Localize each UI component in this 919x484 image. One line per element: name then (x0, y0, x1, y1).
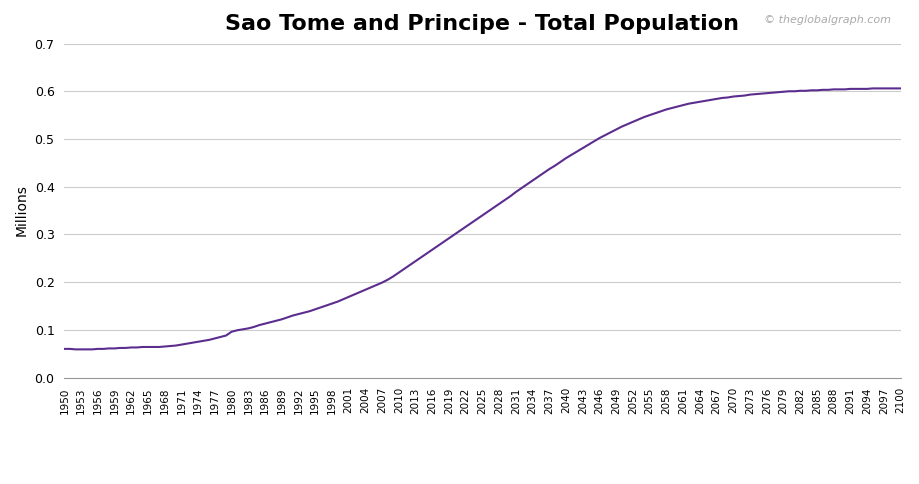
Title: Sao Tome and Principe - Total Population: Sao Tome and Principe - Total Population (225, 14, 740, 34)
Text: © theglobalgraph.com: © theglobalgraph.com (765, 15, 891, 25)
Y-axis label: Millions: Millions (15, 184, 29, 237)
